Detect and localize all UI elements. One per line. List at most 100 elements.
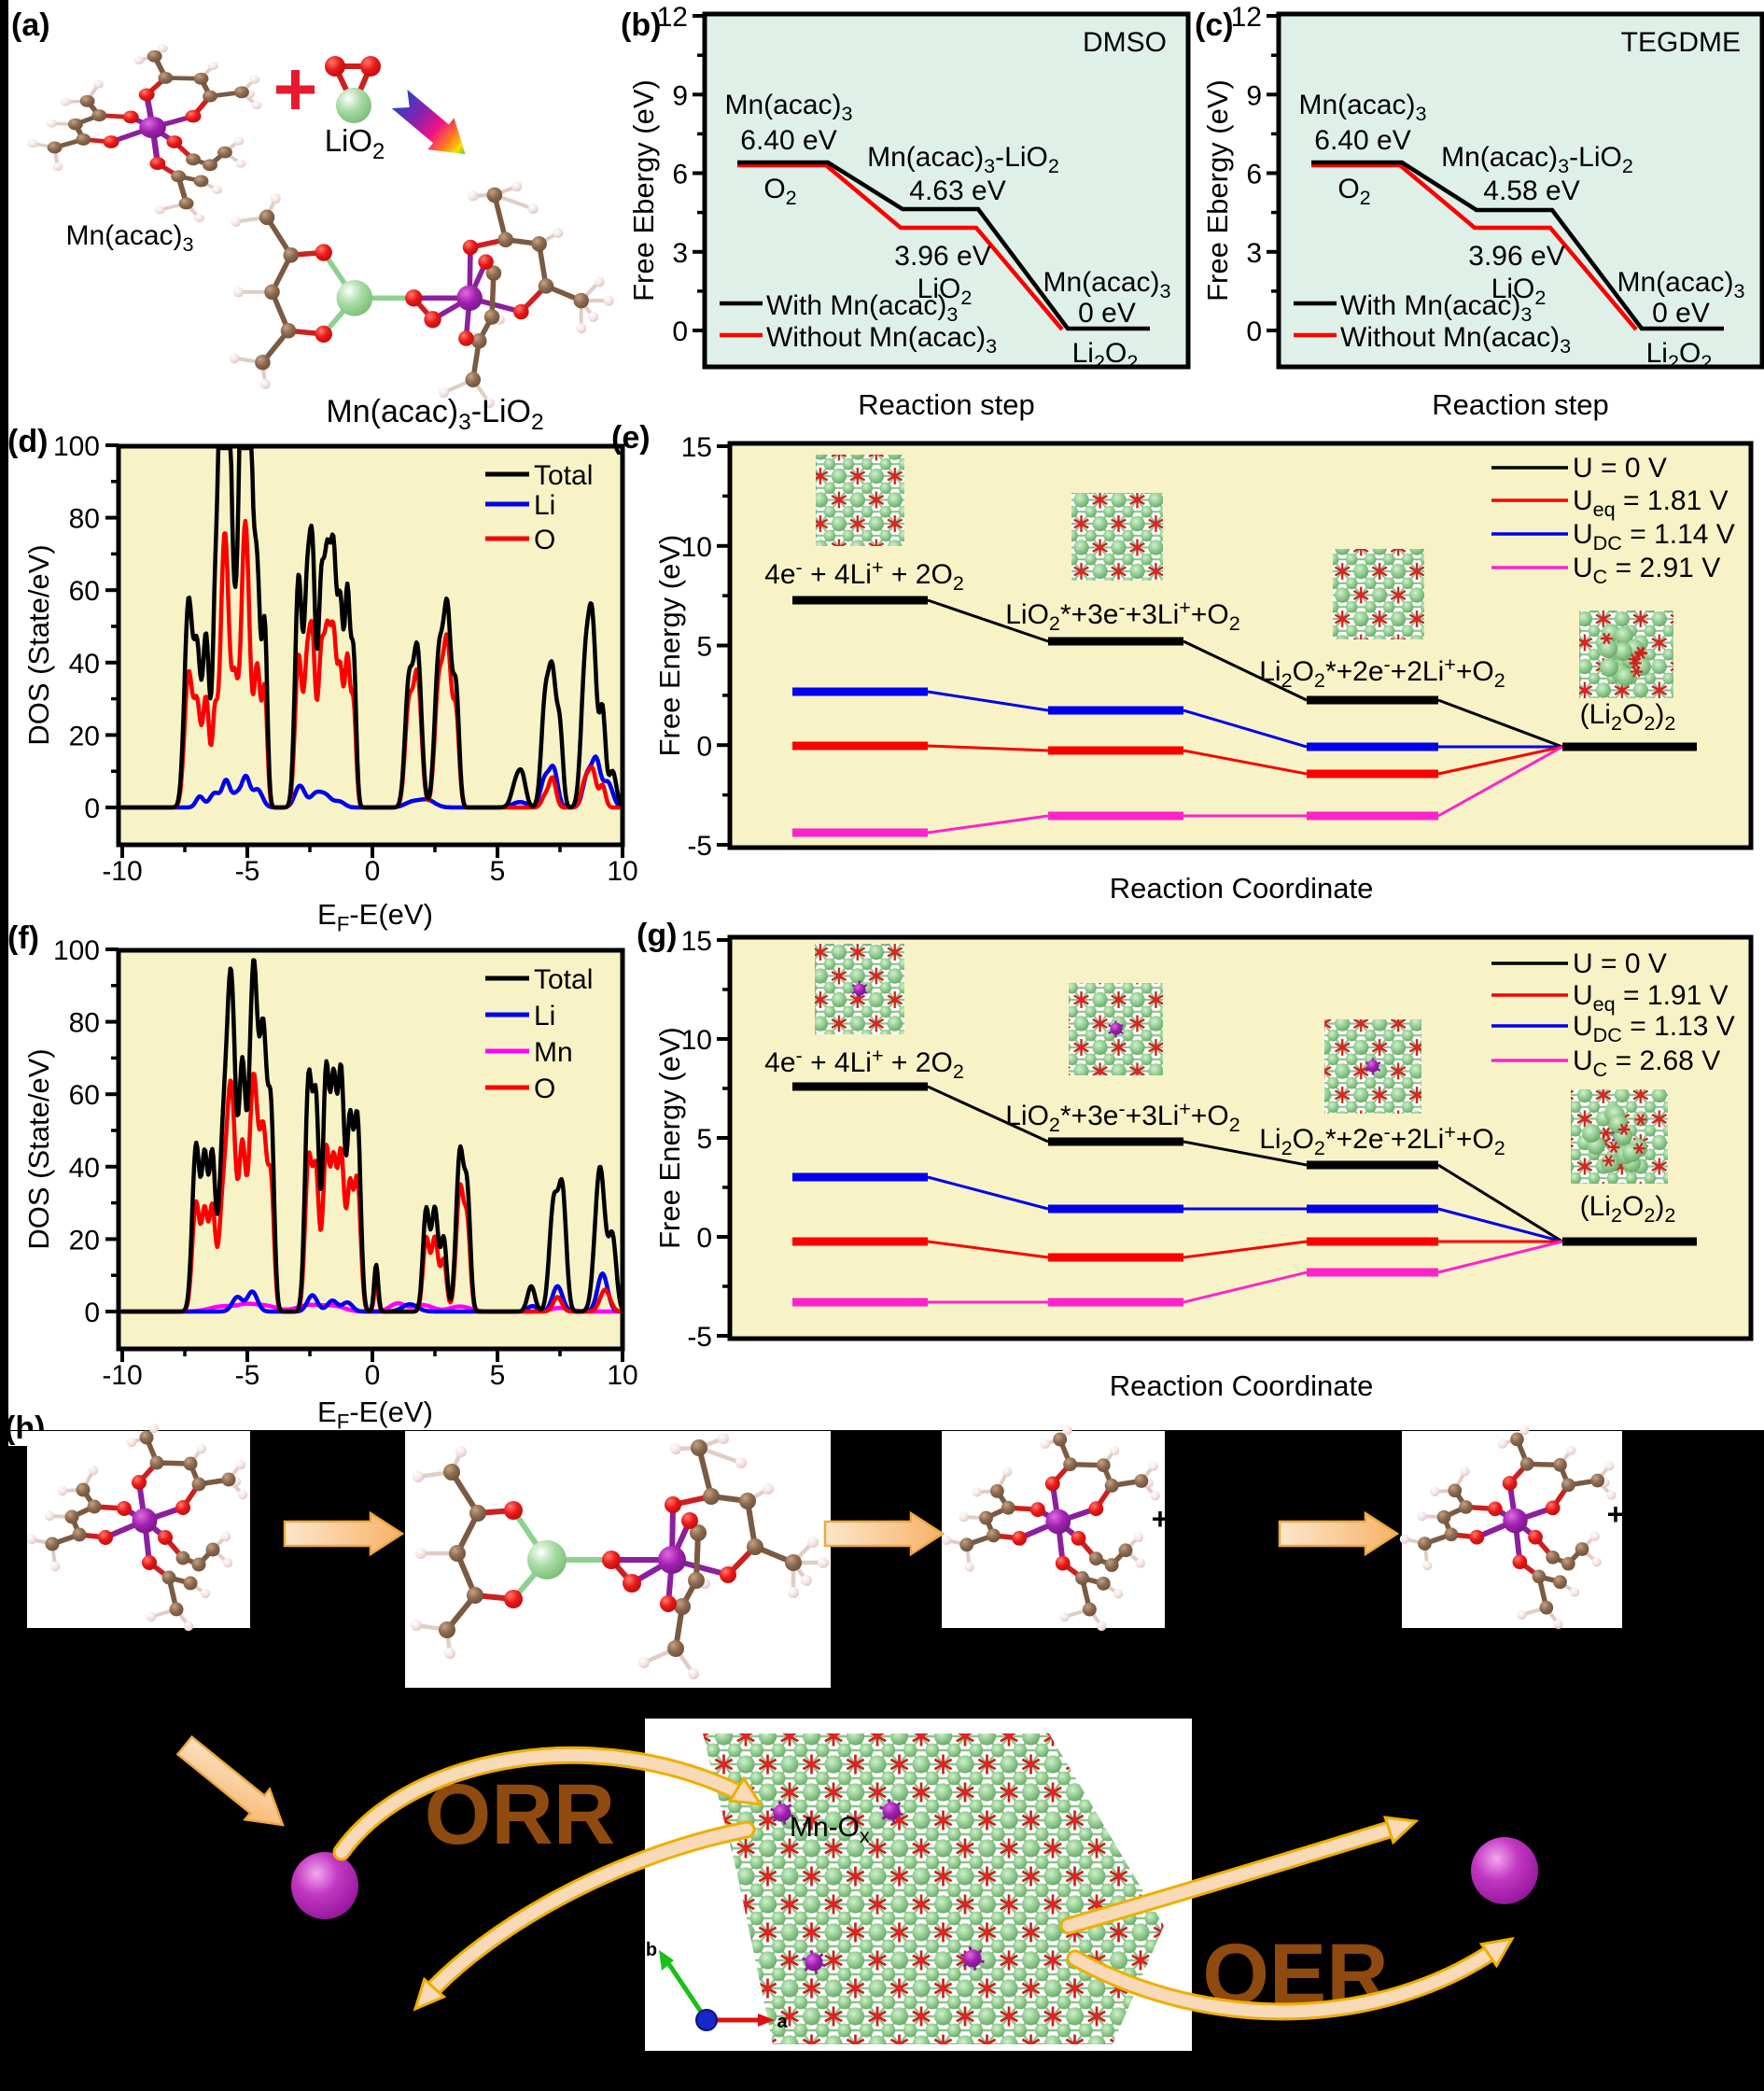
svg-text:-5: -5 — [235, 1360, 260, 1391]
svg-text:80: 80 — [69, 1008, 100, 1039]
svg-text:80: 80 — [69, 504, 100, 535]
svg-text:4e- + 4Li+ + 2O2: 4e- + 4Li+ + 2O2 — [764, 555, 964, 595]
svg-text:Free Energy (eV): Free Energy (eV) — [653, 1027, 686, 1249]
svg-text:Li2O2*+2e-+2Li++O2: Li2O2*+2e-+2Li++O2 — [1259, 1120, 1505, 1159]
svg-text:U = 0 V: U = 0 V — [1573, 453, 1667, 484]
svg-text:Li: Li — [534, 490, 555, 521]
svg-text:UDC = 1.13 V: UDC = 1.13 V — [1573, 1011, 1735, 1046]
svg-text:100: 100 — [53, 935, 100, 966]
svg-text:Total: Total — [534, 460, 593, 491]
svg-text:Free Ebergy (eV): Free Ebergy (eV) — [1201, 79, 1234, 302]
svg-text:(d): (d) — [7, 424, 48, 459]
svg-text:Mn(acac)3-LiO2: Mn(acac)3-LiO2 — [326, 394, 543, 435]
svg-text:Mn(acac)3-LiO2: Mn(acac)3-LiO2 — [1441, 142, 1633, 177]
svg-text:3.96 eV: 3.96 eV — [1468, 241, 1564, 272]
svg-text:Reaction step: Reaction step — [858, 388, 1035, 421]
svg-text:Free Ebergy (eV): Free Ebergy (eV) — [627, 79, 660, 302]
svg-text:0 eV: 0 eV — [1652, 298, 1710, 329]
svg-text:Ueq = 1.81 V: Ueq = 1.81 V — [1573, 485, 1729, 521]
svg-text:Mn-Ox: Mn-Ox — [790, 1812, 870, 1847]
svg-text:With Mn(acac)3: With Mn(acac)3 — [766, 290, 958, 326]
svg-text:EF-E(eV): EF-E(eV) — [317, 1396, 433, 1433]
svg-text:15: 15 — [681, 432, 712, 463]
svg-text:UC = 2.91 V: UC = 2.91 V — [1573, 553, 1720, 588]
svg-text:12: 12 — [657, 2, 688, 33]
svg-text:15: 15 — [681, 926, 712, 957]
svg-text:With Mn(acac)3: With Mn(acac)3 — [1340, 290, 1532, 326]
svg-text:LiO2*+3e-+3Li++O2: LiO2*+3e-+3Li++O2 — [1005, 596, 1240, 635]
svg-text:O2: O2 — [1337, 174, 1370, 209]
svg-text:O2: O2 — [763, 174, 796, 209]
svg-text:(Li2O2)2: (Li2O2)2 — [1580, 699, 1676, 735]
svg-text:0: 0 — [672, 316, 688, 347]
svg-text:60: 60 — [69, 576, 100, 607]
svg-text:6: 6 — [672, 160, 688, 190]
svg-text:EF-E(eV): EF-E(eV) — [317, 898, 433, 935]
svg-text:9: 9 — [672, 80, 688, 111]
svg-text:(Li2O2)2: (Li2O2)2 — [1580, 1191, 1676, 1227]
svg-text:0 eV: 0 eV — [1078, 298, 1136, 329]
svg-text:O: O — [534, 1074, 555, 1104]
svg-text:Mn(acac)3: Mn(acac)3 — [1043, 267, 1170, 302]
svg-text:LiO2*+3e-+3Li++O2: LiO2*+3e-+3Li++O2 — [1005, 1097, 1240, 1136]
svg-text:(c): (c) — [1195, 7, 1234, 43]
svg-text:b: b — [646, 1940, 657, 1960]
svg-text:Reaction step: Reaction step — [1432, 388, 1609, 421]
svg-text:20: 20 — [69, 721, 100, 751]
svg-text:Mn(acac)3: Mn(acac)3 — [1617, 267, 1744, 302]
svg-text:4.63 eV: 4.63 eV — [909, 175, 1005, 206]
svg-text:Ueq = 1.91 V: Ueq = 1.91 V — [1573, 980, 1729, 1016]
svg-text:-5: -5 — [687, 1322, 712, 1353]
svg-text:-10: -10 — [102, 856, 142, 887]
svg-text:40: 40 — [69, 649, 100, 680]
svg-text:(g): (g) — [637, 918, 677, 953]
svg-text:Total: Total — [534, 964, 593, 995]
svg-text:3: 3 — [1246, 238, 1262, 269]
svg-text:0: 0 — [365, 1360, 381, 1391]
svg-text:10: 10 — [681, 532, 712, 563]
svg-text:LiO2: LiO2 — [917, 274, 973, 309]
svg-text:6.40 eV: 6.40 eV — [1314, 125, 1410, 156]
svg-text:12: 12 — [1231, 2, 1262, 33]
svg-text:Reaction Coordinate: Reaction Coordinate — [1110, 872, 1374, 905]
svg-text:Li2O2: Li2O2 — [1646, 338, 1713, 373]
svg-text:5: 5 — [696, 632, 712, 663]
svg-text:5: 5 — [490, 1360, 506, 1391]
svg-text:0: 0 — [84, 793, 100, 824]
svg-text:4.58 eV: 4.58 eV — [1483, 175, 1579, 206]
svg-text:0: 0 — [84, 1298, 100, 1328]
svg-text:40: 40 — [69, 1153, 100, 1184]
svg-text:Free Energy (eV): Free Energy (eV) — [653, 535, 686, 757]
svg-text:6.40 eV: 6.40 eV — [740, 125, 836, 156]
svg-text:60: 60 — [69, 1080, 100, 1111]
svg-text:DMSO: DMSO — [1083, 27, 1167, 58]
svg-text:0: 0 — [696, 731, 712, 762]
svg-text:Li: Li — [534, 1001, 555, 1031]
svg-text:TEGDME: TEGDME — [1621, 27, 1741, 58]
svg-text:DOS (State/eV): DOS (State/eV) — [22, 1048, 55, 1249]
svg-text:+: + — [1607, 1497, 1625, 1531]
svg-text:10: 10 — [607, 1360, 637, 1391]
svg-text:Mn(acac)3: Mn(acac)3 — [724, 90, 852, 125]
svg-text:100: 100 — [53, 431, 100, 462]
svg-text:10: 10 — [681, 1025, 712, 1056]
svg-text:-10: -10 — [102, 1360, 142, 1391]
svg-text:3.96 eV: 3.96 eV — [894, 241, 990, 272]
svg-text:Without Mn(acac)3: Without Mn(acac)3 — [1340, 322, 1571, 358]
svg-text:-5: -5 — [687, 831, 712, 862]
svg-text:Mn(acac)3-LiO2: Mn(acac)3-LiO2 — [867, 142, 1059, 177]
svg-text:UDC = 1.14 V: UDC = 1.14 V — [1573, 519, 1735, 554]
svg-text:LiO2: LiO2 — [325, 123, 385, 164]
svg-text:U = 0 V: U = 0 V — [1573, 948, 1667, 979]
svg-text:(b): (b) — [621, 7, 661, 43]
svg-text:9: 9 — [1246, 80, 1262, 111]
svg-text:3: 3 — [672, 238, 688, 269]
svg-text:5: 5 — [490, 856, 506, 887]
svg-text:(a): (a) — [11, 7, 50, 43]
svg-text:(f): (f) — [7, 920, 39, 956]
svg-text:Mn: Mn — [534, 1037, 573, 1068]
svg-text:4e- + 4Li+ + 2O2: 4e- + 4Li+ + 2O2 — [764, 1044, 964, 1083]
svg-text:0: 0 — [696, 1223, 712, 1254]
svg-text:5: 5 — [696, 1124, 712, 1155]
svg-text:Reaction Coordinate: Reaction Coordinate — [1110, 1369, 1374, 1402]
